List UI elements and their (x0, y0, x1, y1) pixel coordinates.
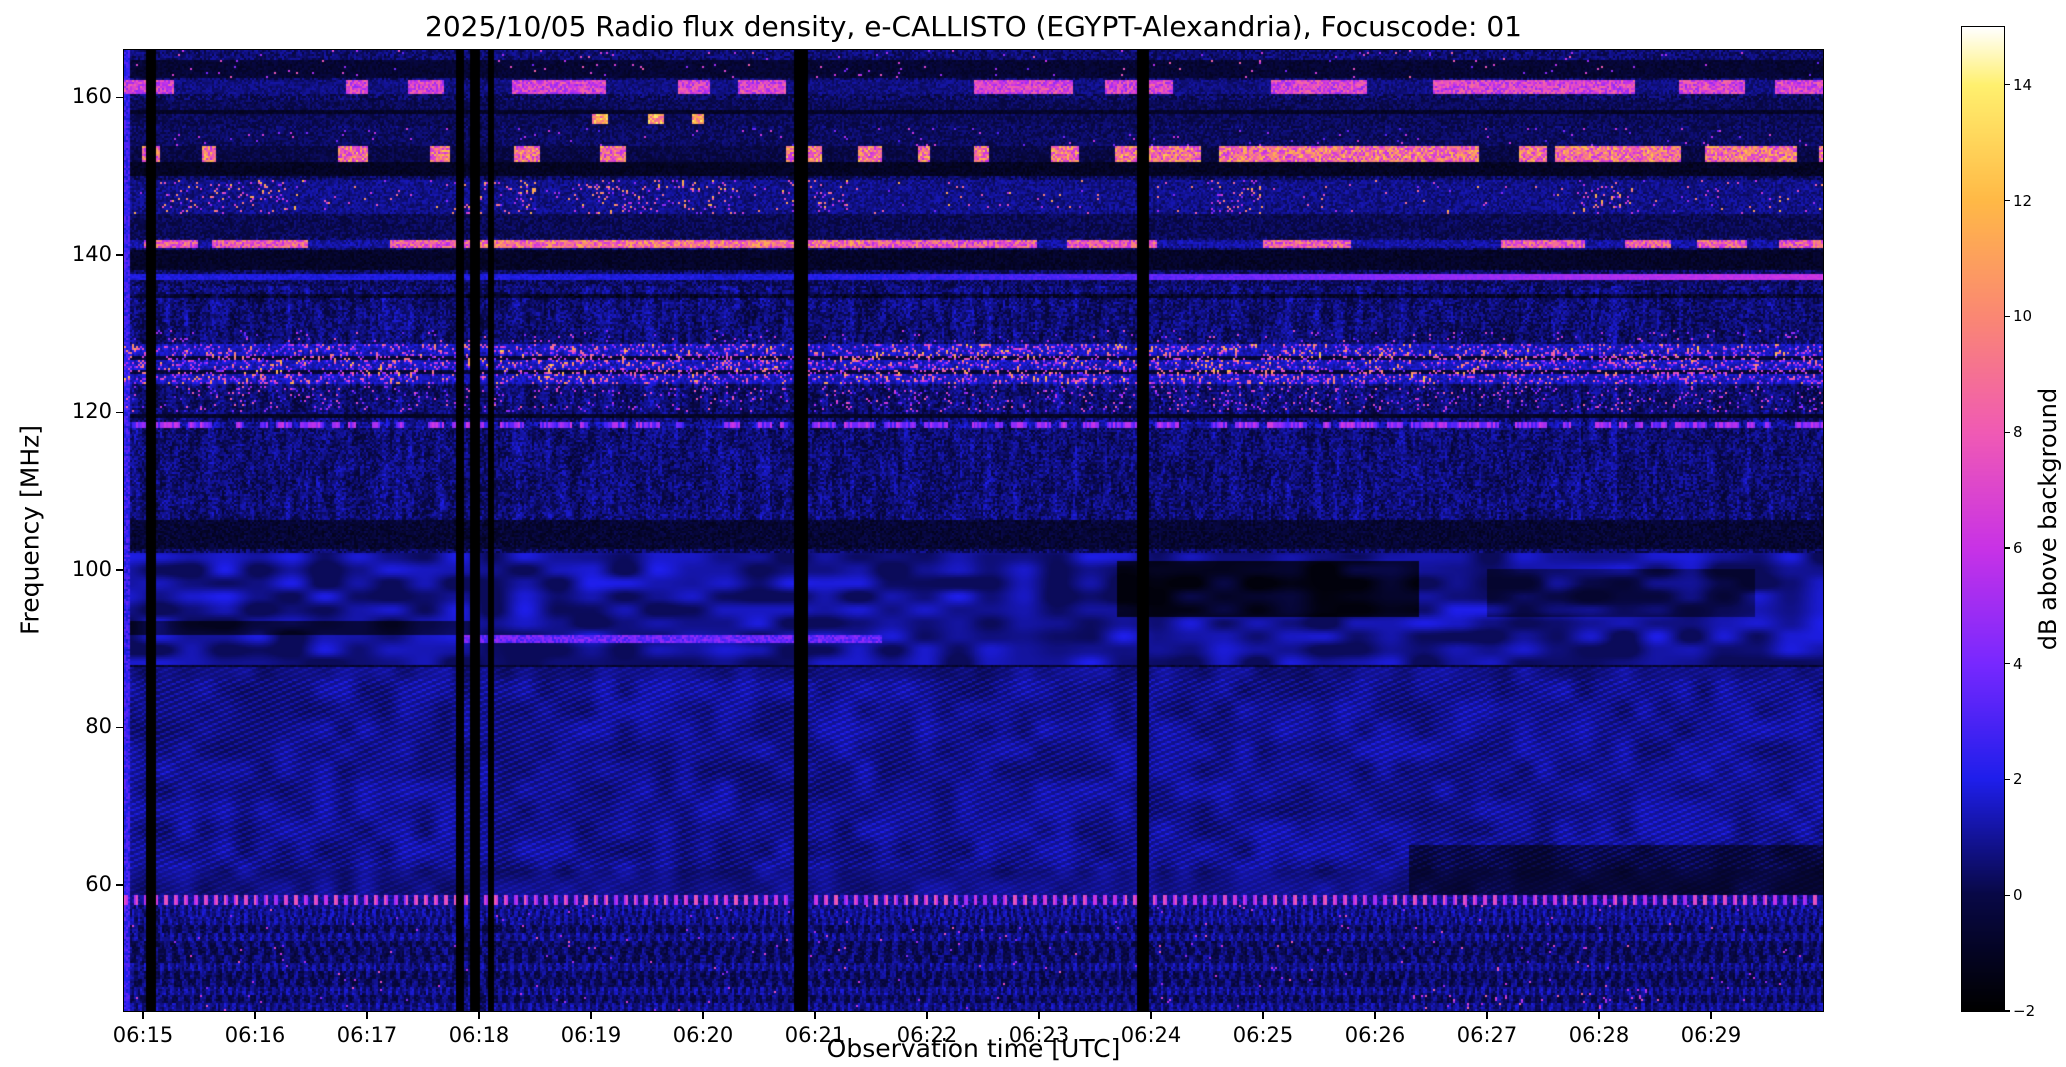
y-axis-label: Frequency [MHz] (15, 424, 45, 636)
colorbar-tick-label: 14 (2013, 75, 2033, 94)
colorbar-tick-mark (2004, 547, 2010, 549)
x-tick-label: 06:27 (1456, 1023, 1518, 1047)
x-tick-label: 06:19 (560, 1023, 622, 1047)
x-tick-mark (1374, 1011, 1376, 1019)
colorbar-tick-label: 6 (2013, 538, 2023, 557)
x-tick-mark (814, 1011, 816, 1019)
x-tick-mark (366, 1011, 368, 1019)
y-tick-mark (116, 569, 124, 571)
colorbar-tick-label: 10 (2013, 307, 2033, 326)
x-tick-label: 06:29 (1680, 1023, 1742, 1047)
x-tick-mark (590, 1011, 592, 1019)
x-tick-mark (254, 1011, 256, 1019)
x-tick-mark (1150, 1011, 1152, 1019)
y-tick-label: 160 (71, 84, 112, 109)
x-tick-label: 06:17 (336, 1023, 398, 1047)
x-tick-label: 06:15 (112, 1023, 174, 1047)
x-tick-mark (1598, 1011, 1600, 1019)
x-tick-mark (1486, 1011, 1488, 1019)
colorbar-tick-mark (2004, 778, 2010, 781)
x-tick-mark (478, 1011, 480, 1019)
colorbar-tick-label: −2 (2013, 1002, 2036, 1020)
colorbar-tick-mark (2004, 663, 2010, 665)
colorbar-canvas (1962, 27, 2004, 1011)
spectrogram-canvas (124, 50, 1823, 1011)
x-tick-label: 06:26 (1344, 1023, 1406, 1047)
colorbar-tick-label: 0 (2013, 886, 2023, 905)
y-tick-mark (116, 96, 124, 98)
x-tick-label: 06:28 (1568, 1023, 1630, 1047)
chart-title: 2025/10/05 Radio flux density, e-CALLIST… (425, 10, 1522, 43)
colorbar-tick-mark (2004, 84, 2010, 86)
colorbar-tick-mark (2004, 1010, 2010, 1012)
x-tick-mark (702, 1011, 704, 1019)
y-tick-label: 140 (71, 241, 112, 266)
x-tick-label: 06:18 (448, 1023, 510, 1047)
x-tick-label: 06:21 (784, 1023, 846, 1047)
x-tick-mark (1262, 1011, 1264, 1019)
x-tick-mark (926, 1011, 928, 1019)
x-tick-label: 06:25 (1232, 1023, 1294, 1047)
colorbar-tick-label: 2 (2013, 770, 2023, 789)
colorbar-tick-label: 8 (2013, 423, 2023, 442)
y-tick-label: 80 (85, 714, 112, 739)
colorbar-tick-mark (2004, 200, 2010, 202)
x-tick-mark (1038, 1011, 1040, 1019)
colorbar-tick-mark (2004, 315, 2010, 317)
x-tick-label: 06:24 (1120, 1023, 1182, 1047)
x-tick-label: 06:16 (224, 1023, 286, 1047)
colorbar-tick-label: 12 (2013, 191, 2033, 210)
y-tick-label: 120 (71, 399, 112, 424)
x-tick-mark (1710, 1011, 1712, 1019)
colorbar-tick-mark (2004, 431, 2010, 433)
x-tick-label: 06:23 (1008, 1023, 1070, 1047)
y-tick-mark (116, 411, 124, 414)
y-tick-mark (116, 884, 124, 886)
x-tick-label: 06:20 (672, 1023, 734, 1047)
x-tick-mark (142, 1011, 144, 1019)
colorbar-tick-mark (2004, 894, 2010, 896)
x-tick-label: 06:22 (896, 1023, 958, 1047)
y-tick-mark (116, 726, 124, 729)
y-tick-mark (116, 254, 124, 256)
y-tick-label: 100 (71, 556, 112, 581)
y-tick-label: 60 (85, 871, 112, 896)
x-axis-label: Observation time [UTC] (826, 1034, 1121, 1063)
colorbar-tick-label: 4 (2013, 654, 2023, 673)
